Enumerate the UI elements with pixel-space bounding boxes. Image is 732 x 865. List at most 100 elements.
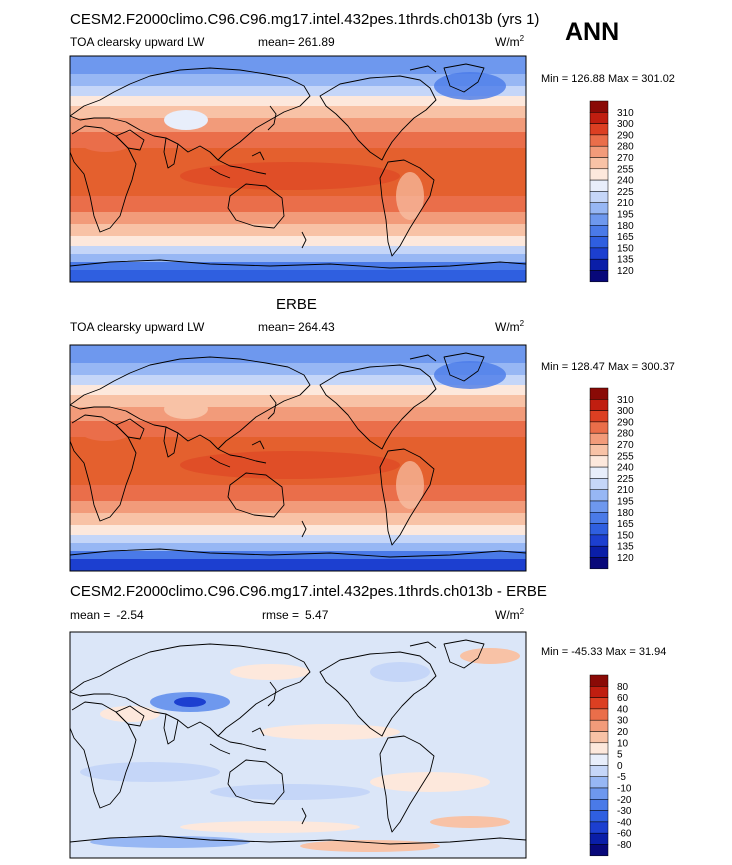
colorbar-tick-label: 255 xyxy=(617,164,634,175)
units-base: W/m xyxy=(495,35,520,49)
map-frame xyxy=(69,631,527,859)
contour-feature xyxy=(90,836,250,848)
colorbar-box xyxy=(589,134,609,147)
map-plot xyxy=(69,344,527,572)
colorbar-box xyxy=(589,112,609,124)
colorbar-box xyxy=(589,213,609,226)
colorbar-tick-label: 150 xyxy=(617,243,634,254)
coastline xyxy=(301,807,307,825)
colorbar-box xyxy=(589,776,609,789)
coastline xyxy=(443,352,485,382)
units-exponent: 2 xyxy=(520,607,525,616)
coastline xyxy=(209,167,231,179)
mean-label: mean= 261.89 xyxy=(258,35,335,49)
contour-band xyxy=(70,212,526,224)
colorbar-tick-label: -40 xyxy=(617,817,632,828)
coastline xyxy=(163,137,179,169)
coastline xyxy=(319,364,437,450)
contour-feature xyxy=(180,821,360,833)
colorbar-box xyxy=(589,697,609,710)
units-base: W/m xyxy=(495,608,520,622)
colorbar-tick-label: 290 xyxy=(617,417,634,428)
panel-title: CESM2.F2000climo.C96.C96.mg17.intel.432p… xyxy=(70,583,547,600)
colorbar-box xyxy=(589,765,609,777)
colorbar-box xyxy=(589,179,609,192)
map-field xyxy=(70,345,526,571)
colorbar-tick-label: 310 xyxy=(617,108,634,119)
contour-feature xyxy=(80,421,132,441)
colorbar-tick-label: 310 xyxy=(617,395,634,406)
contour-band xyxy=(70,262,526,270)
map-plot xyxy=(69,55,527,283)
panel-model: CESM2.F2000climo.C96.C96.mg17.intel.432p… xyxy=(69,11,675,283)
colorbar-box xyxy=(589,258,609,271)
contour-feature xyxy=(370,662,430,682)
colorbar-box xyxy=(589,100,609,113)
colorbar-tick-label: 270 xyxy=(617,440,634,451)
contour-band xyxy=(70,270,526,282)
colorbar-tick-label: 225 xyxy=(617,187,634,198)
contour-feature xyxy=(434,72,506,100)
map-field xyxy=(70,639,526,852)
colorbar-box xyxy=(589,202,609,215)
panel-title: CESM2.F2000climo.C96.C96.mg17.intel.432p… xyxy=(70,11,539,28)
contour-band xyxy=(70,246,526,254)
colorbar-box xyxy=(589,821,609,834)
coastline xyxy=(267,681,277,707)
colorbar-tick-label: -80 xyxy=(617,840,632,851)
season-label: ANN xyxy=(565,18,619,46)
contour-feature xyxy=(396,461,424,509)
colorbar-box xyxy=(589,399,609,411)
colorbar-box xyxy=(589,799,609,811)
contour-feature xyxy=(260,724,400,740)
colorbar-box xyxy=(589,123,609,136)
coastline xyxy=(267,105,277,131)
colorbar-box xyxy=(589,410,609,423)
coastline xyxy=(70,67,311,161)
colorbar-tick-label: 195 xyxy=(617,210,634,221)
mean-label: mean = -2.54 xyxy=(70,608,144,622)
mean-text: mean= xyxy=(258,35,295,49)
contour-band xyxy=(70,551,526,559)
contour-band xyxy=(70,345,526,363)
coastline xyxy=(443,639,485,669)
contour-feature xyxy=(80,762,220,782)
coastline xyxy=(70,835,526,845)
colorbar-box xyxy=(589,191,609,203)
colorbar-tick-label: 270 xyxy=(617,153,634,164)
units-exponent: 2 xyxy=(520,319,525,328)
coastline xyxy=(251,440,265,450)
colorbar-box xyxy=(589,844,609,857)
contour-feature xyxy=(396,172,424,220)
contour-feature xyxy=(434,361,506,389)
colorbar-box xyxy=(589,270,609,283)
contour-feature xyxy=(300,840,440,852)
contour-band xyxy=(70,525,526,535)
contour-band xyxy=(70,118,526,132)
colorbar-box xyxy=(589,674,609,687)
coastline xyxy=(319,75,437,161)
colorbar-tick-label: 180 xyxy=(617,508,634,519)
contour-band xyxy=(70,559,526,571)
rmse-label: rmse = 5.47 xyxy=(262,608,329,622)
colorbar-box xyxy=(589,432,609,445)
map-plot xyxy=(69,631,527,859)
contour-feature xyxy=(80,132,132,152)
mean-value: 261.89 xyxy=(298,35,335,49)
coastline xyxy=(217,448,267,464)
coastline xyxy=(301,231,307,249)
coastline xyxy=(217,735,267,751)
coastline xyxy=(209,743,231,755)
colorbar-tick-label: -30 xyxy=(617,806,632,817)
coastline xyxy=(209,456,231,468)
colorbar-tick-label: 240 xyxy=(617,463,634,474)
colorbar-tick-label: 20 xyxy=(617,727,629,738)
contour-feature xyxy=(164,110,208,130)
map-frame xyxy=(69,344,527,572)
colorbar-box xyxy=(589,719,609,732)
colorbar-box xyxy=(589,787,609,800)
colorbar-box xyxy=(589,466,609,479)
colorbar-tick-label: 10 xyxy=(617,738,629,749)
